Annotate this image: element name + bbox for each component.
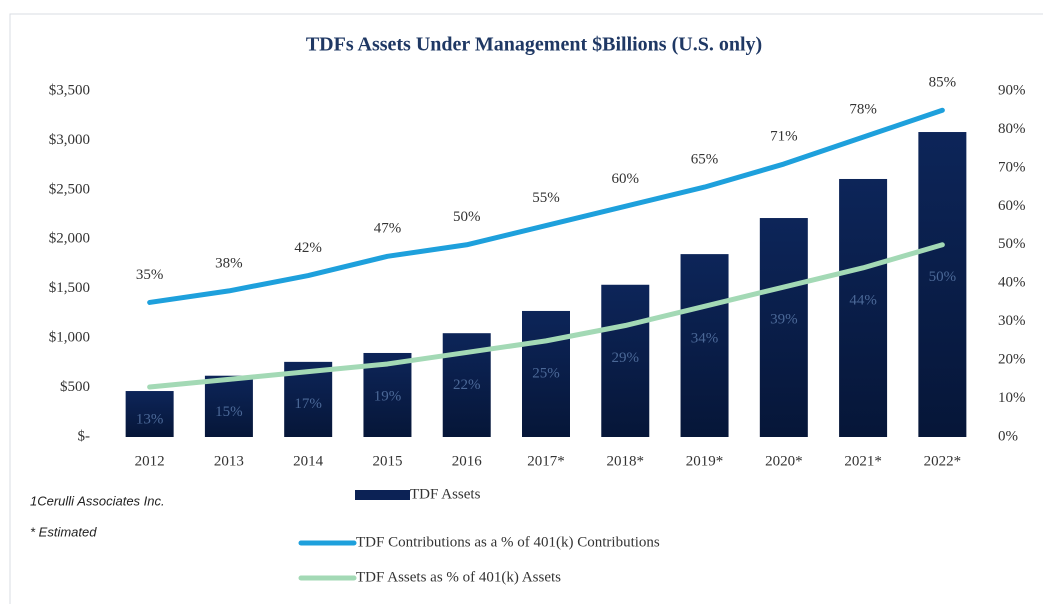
data-label: 19% [374, 388, 402, 404]
bar [601, 284, 650, 437]
y2-tick-label: 80% [998, 121, 1026, 137]
y2-tick-label: 60% [998, 198, 1026, 214]
data-label: 65% [691, 152, 719, 168]
x-tick-label: 2020* [765, 453, 803, 469]
chart-title: TDFs Assets Under Management $Billions (… [306, 34, 762, 56]
x-tick-label: 2017* [527, 453, 565, 469]
line [147, 242, 945, 390]
y2-tick-label: 30% [998, 313, 1026, 329]
data-label: 60% [612, 171, 640, 187]
legend-label: TDF Contributions as a % of 401(k) Contr… [356, 534, 660, 550]
legend-label: TDF Assets [410, 486, 481, 502]
y2-tick-label: 20% [998, 352, 1026, 368]
y-tick-label: $3,500 [49, 82, 90, 98]
data-label: 78% [849, 102, 877, 118]
x-tick-label: 2013 [214, 453, 244, 469]
x-tick-label: 2016 [452, 453, 483, 469]
x-tick-label: 2012 [135, 453, 165, 469]
bar [680, 254, 729, 437]
y2-tick-label: 70% [998, 159, 1026, 175]
bar [759, 218, 808, 437]
y2-tick-label: 50% [998, 236, 1026, 252]
x-tick-label: 2015 [372, 453, 402, 469]
y-tick-label: $2,500 [49, 181, 90, 197]
footnote: 1Cerulli Associates Inc. [30, 493, 165, 508]
bar [918, 132, 967, 438]
legend-label: TDF Assets as % of 401(k) Assets [356, 569, 561, 585]
x-tick-label: 2021* [844, 453, 882, 469]
data-label: 29% [612, 350, 640, 366]
data-label: 71% [770, 128, 798, 144]
y-tick-label: $- [78, 428, 91, 444]
data-label: 13% [136, 411, 164, 427]
bar [522, 310, 570, 437]
data-label: 25% [532, 365, 560, 381]
data-label: 39% [770, 312, 798, 328]
line [147, 107, 945, 305]
footnote: * Estimated [30, 524, 97, 539]
data-label: 85% [929, 75, 957, 91]
data-label: 44% [849, 292, 877, 308]
data-label: 47% [374, 221, 402, 237]
bar [204, 375, 253, 437]
data-label: 55% [532, 190, 560, 206]
legend-swatch [355, 490, 410, 500]
x-tick-label: 2014 [293, 453, 324, 469]
y2-tick-label: 0% [998, 428, 1018, 444]
x-tick-label: 2018* [607, 453, 645, 469]
data-label: 22% [453, 377, 481, 393]
y-tick-label: $1,000 [49, 330, 90, 346]
data-label: 42% [294, 240, 322, 256]
data-label: 34% [691, 331, 719, 347]
y2-tick-label: 10% [998, 390, 1026, 406]
y-tick-label: $1,500 [49, 280, 90, 296]
y-tick-label: $2,000 [49, 231, 90, 247]
data-label: 50% [453, 209, 481, 225]
data-label: 15% [215, 404, 243, 420]
y-tick-label: $3,000 [49, 132, 90, 148]
y-tick-label: $500 [60, 379, 90, 395]
frame [9, 13, 1043, 604]
bar [125, 391, 174, 437]
x-tick-label: 2019* [686, 453, 724, 469]
data-label: 17% [294, 396, 322, 412]
data-label: 50% [929, 269, 957, 285]
y2-tick-label: 40% [998, 275, 1026, 291]
bar [839, 178, 888, 438]
data-label: 35% [136, 267, 164, 283]
data-label: 38% [215, 255, 243, 271]
y2-tick-label: 90% [998, 82, 1026, 98]
x-tick-label: 2022* [924, 453, 962, 469]
